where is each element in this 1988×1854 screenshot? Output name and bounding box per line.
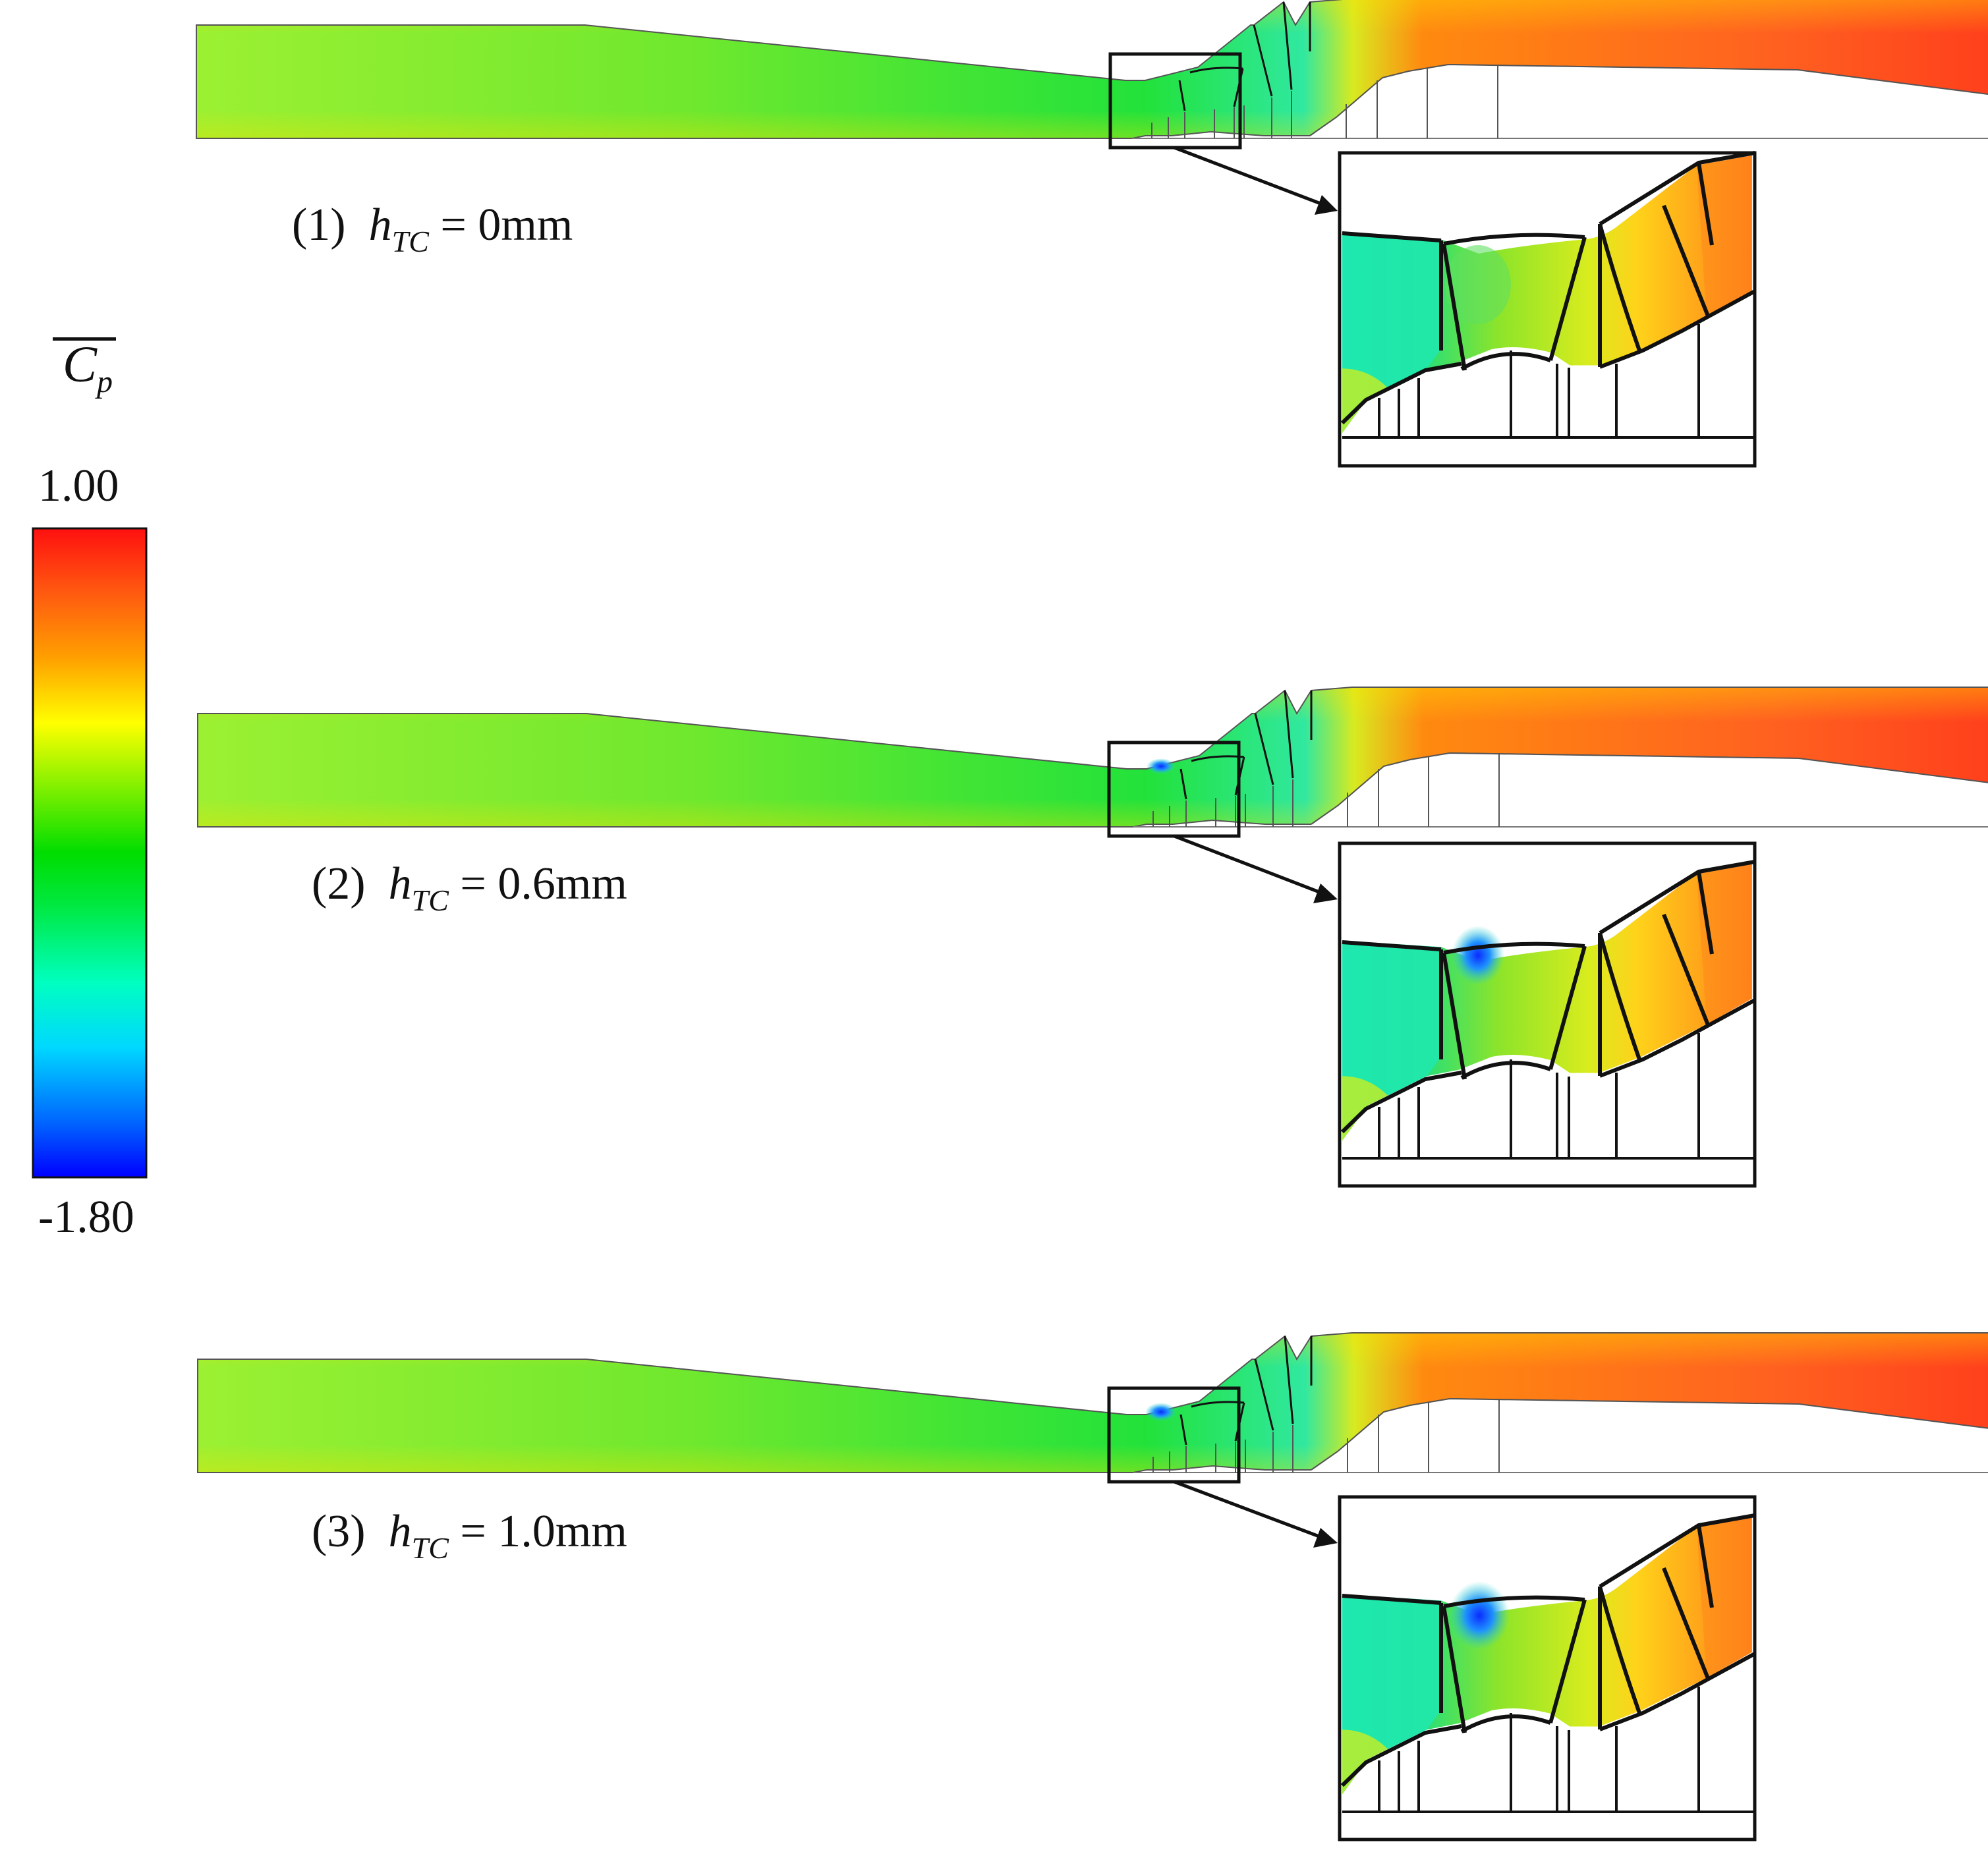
case-2-duct-contour: [196, 686, 1988, 828]
case-1-duct-contour: [195, 0, 1988, 140]
case-3-duct-contour: [196, 1332, 1988, 1474]
case-3-tip-vortex-main: [1145, 1403, 1177, 1421]
case-2-panel: [196, 686, 1988, 828]
case-3-tip-vortex: [1449, 1581, 1510, 1650]
case-3-zoom-box: [1107, 1386, 1241, 1484]
case-3-zoom-arrow: [1174, 1480, 1325, 1540]
case-1-symbol: h: [368, 200, 392, 250]
case-1-panel: [195, 0, 1988, 140]
legend-title-symbol: C: [62, 335, 98, 393]
case-2-index: (2): [312, 858, 366, 909]
case-1-label: (1) hTC = 0mm: [292, 199, 573, 259]
case-2-arrowhead: [1313, 884, 1338, 903]
case-3-symbol: h: [388, 1506, 412, 1557]
case-2-inset: [1338, 841, 1757, 1188]
case-2-symbol: h: [388, 858, 412, 909]
case-2-tip-vortex-main: [1147, 758, 1176, 774]
case-1-zoom-arrow: [1174, 146, 1326, 208]
case-2-tip-vortex: [1452, 926, 1504, 985]
case-3-value: = 1.0mm: [460, 1506, 627, 1557]
colorbar: [32, 527, 148, 1179]
case-2-zoom-arrow: [1174, 834, 1325, 896]
legend-max-label: 1.00: [38, 461, 119, 511]
case-3-arrowhead: [1313, 1528, 1338, 1548]
case-1-subscript: TC: [391, 225, 429, 258]
case-2-value: = 0.6mm: [460, 858, 627, 909]
legend-title-overbar: [53, 337, 116, 341]
case-3-label: (3) hTC = 1.0mm: [312, 1505, 627, 1565]
case-2-subscript: TC: [411, 884, 449, 917]
colorbar-gradient: [32, 527, 148, 1179]
case-1-inset: [1338, 151, 1757, 468]
case-1-value: = 0mm: [440, 200, 573, 250]
legend-title: Cp: [51, 335, 124, 400]
case-3-index: (3): [312, 1506, 366, 1557]
legend-min-label: -1.80: [38, 1192, 134, 1243]
case-2-zoom-box: [1107, 741, 1241, 838]
case-1-arrowhead: [1315, 195, 1338, 215]
case-3-panel: [196, 1332, 1988, 1474]
case-1-corner-shade: [1445, 245, 1511, 324]
legend-title-subscript: p: [97, 364, 113, 399]
case-1-index: (1): [292, 200, 346, 250]
case-2-label: (2) hTC = 0.6mm: [312, 858, 627, 918]
case-3-subscript: TC: [411, 1531, 449, 1565]
case-3-inset: [1338, 1495, 1757, 1841]
